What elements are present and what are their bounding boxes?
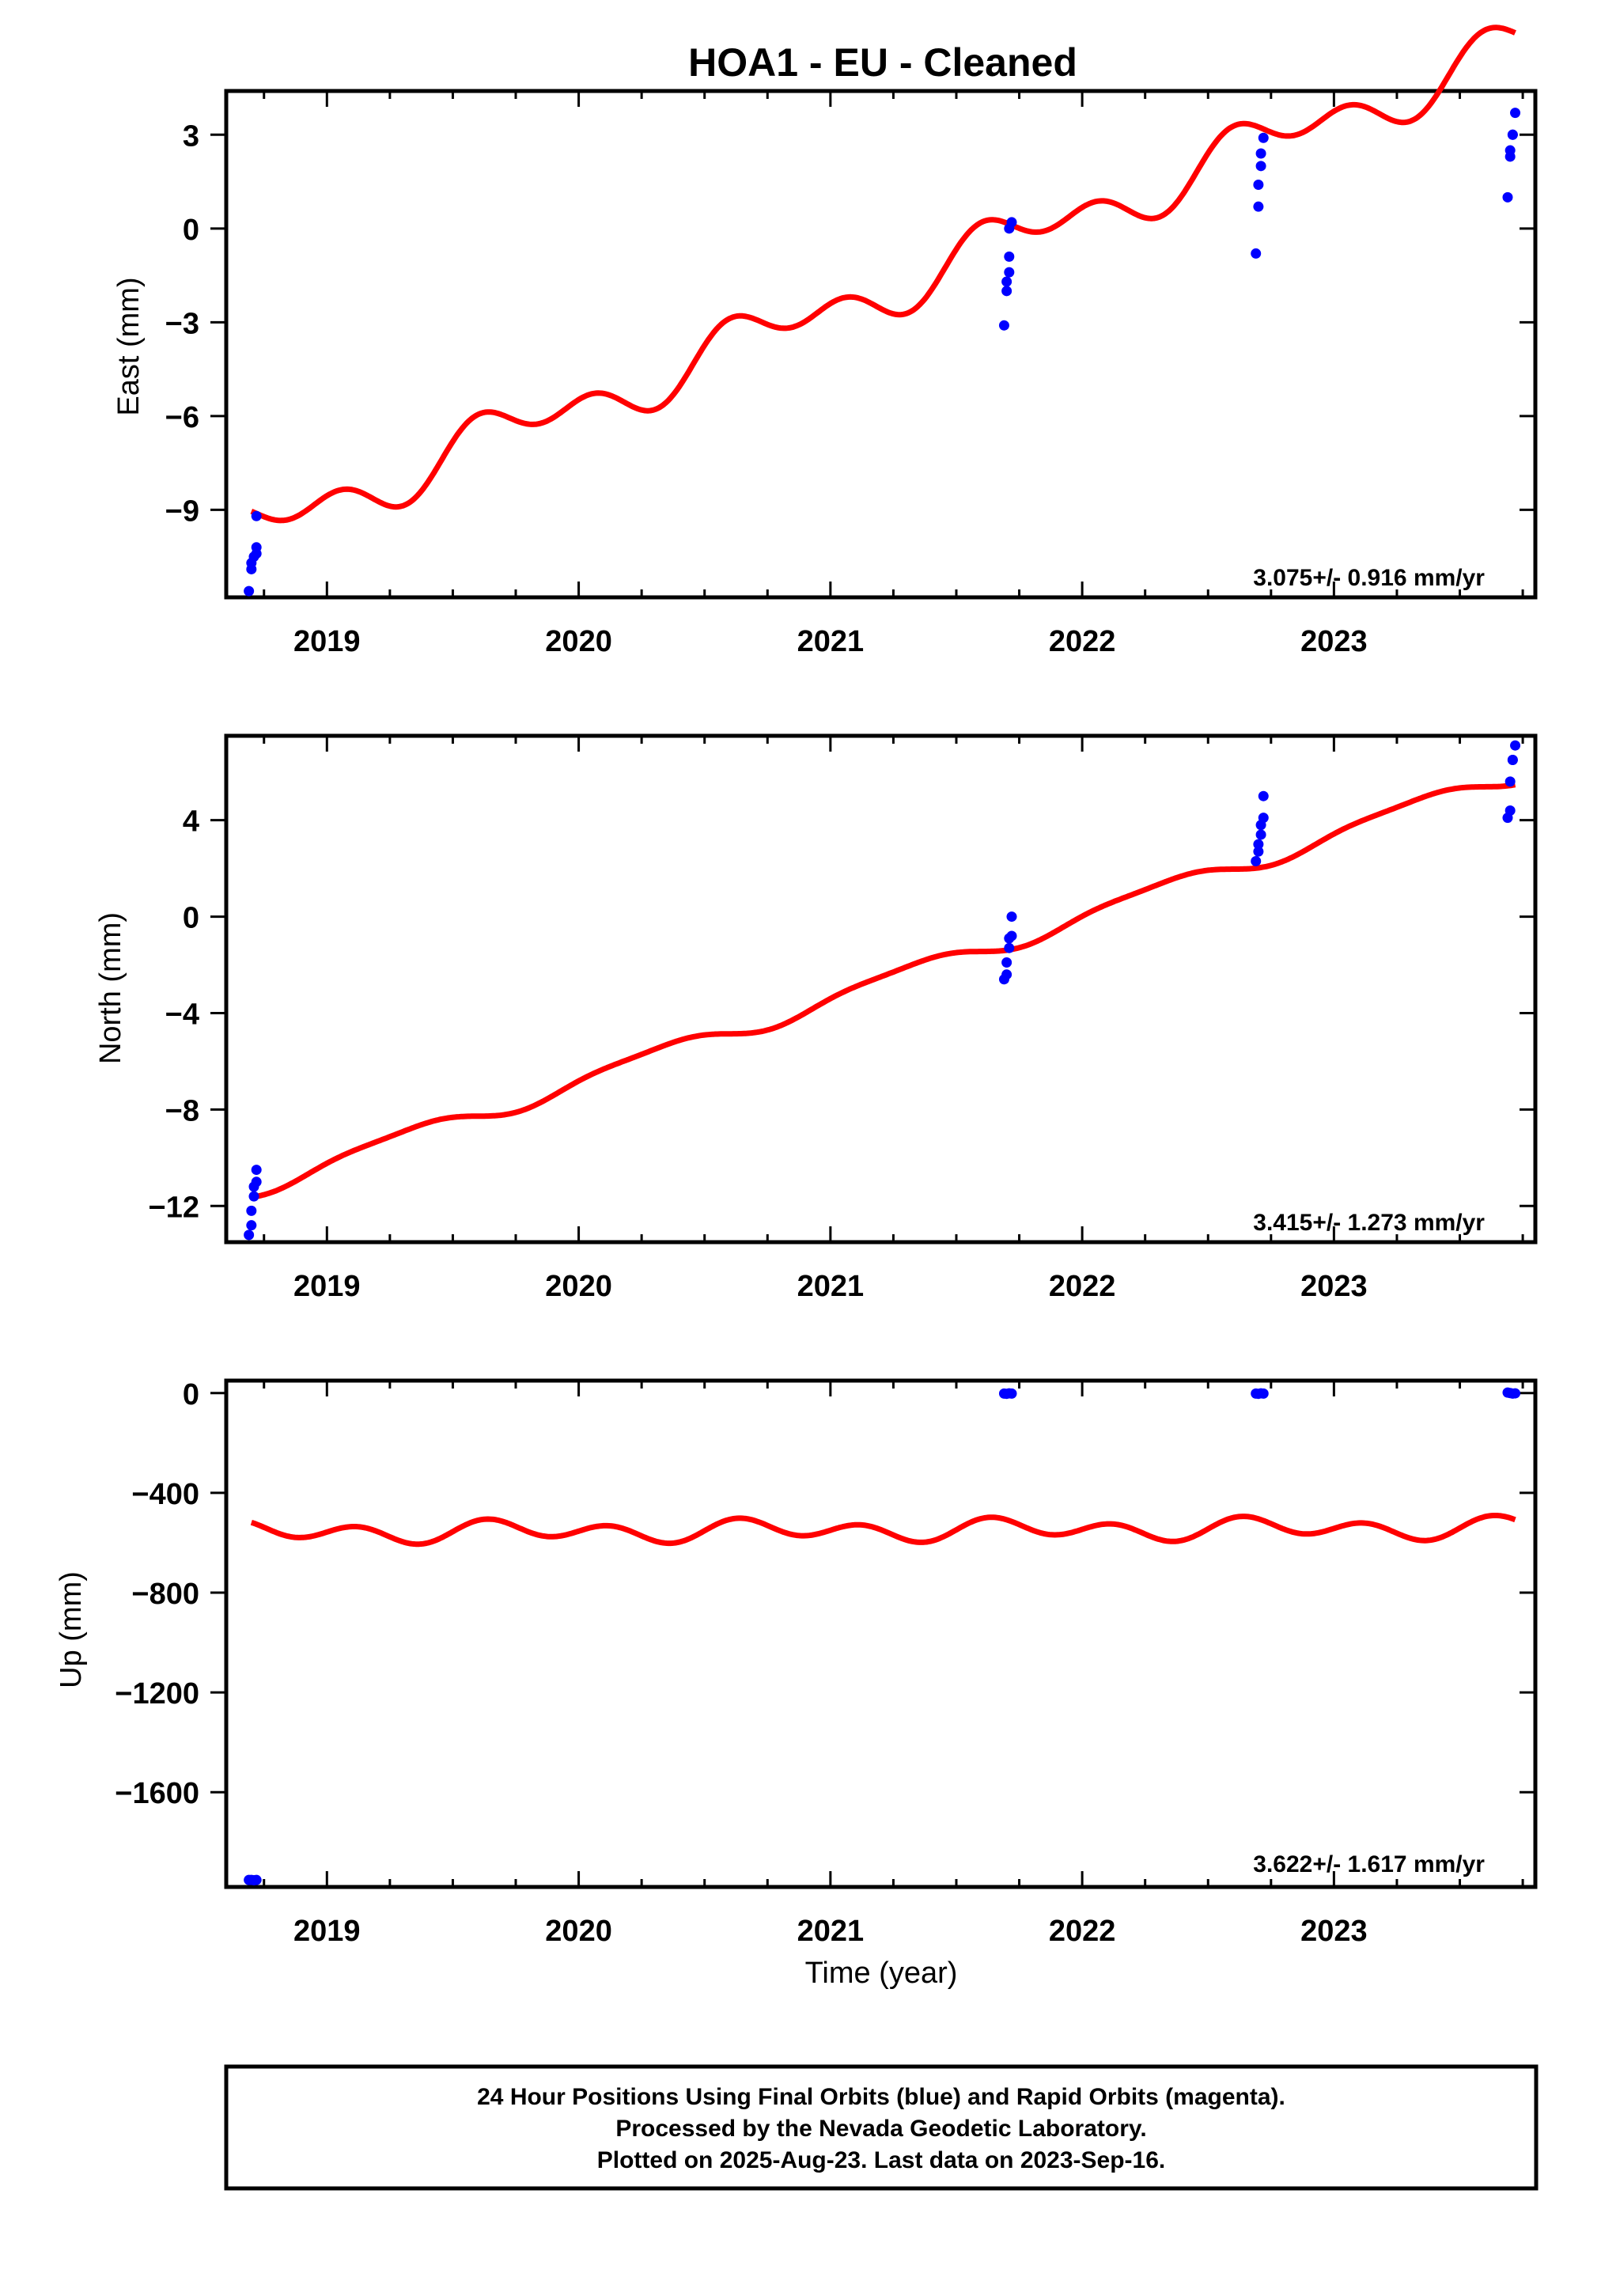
north-data-point bbox=[244, 1229, 255, 1241]
footer-box bbox=[224, 2064, 1539, 2191]
up-fit-line bbox=[250, 1513, 1516, 1548]
east-rate-label: 3.075+/- 0.916 mm/yr bbox=[1253, 565, 1485, 591]
up-data-point bbox=[1258, 1388, 1269, 1399]
north-plot-frame bbox=[224, 733, 1538, 1245]
east-x-tick-label: 2019 bbox=[293, 625, 361, 658]
north-data-point bbox=[246, 1220, 257, 1231]
up-axis-label: Up (mm) bbox=[55, 1571, 88, 1688]
north-data-point bbox=[1258, 790, 1269, 801]
east-x-tick-label: 2023 bbox=[1300, 625, 1368, 658]
north-data-point bbox=[1504, 776, 1516, 787]
north-data-point bbox=[1258, 813, 1269, 824]
up-y-tick-label: −1200 bbox=[115, 1677, 199, 1711]
up-panel: 2019 2020 2021 2022 20230−400−800−1200−1600 … bbox=[55, 1378, 1538, 1948]
north-rate-label: 3.415+/- 1.273 mm/yr bbox=[1253, 1210, 1485, 1236]
east-data-point bbox=[1502, 191, 1513, 203]
chart-title: HOA1 - EU - Cleaned bbox=[688, 40, 1077, 85]
east-data-point bbox=[1004, 251, 1015, 262]
east-x-tick-label: 2021 bbox=[797, 625, 865, 658]
footer-line-2: Processed by the Nevada Geodetic Laborat… bbox=[615, 2116, 1146, 2142]
up-y-tick-label: 0 bbox=[183, 1378, 199, 1411]
time-axis-label: Time (year) bbox=[805, 1957, 958, 1990]
north-y-tick-label: 4 bbox=[183, 805, 199, 839]
east-data-point bbox=[1255, 148, 1266, 159]
north-data-point bbox=[1006, 911, 1017, 923]
north-data-point bbox=[1253, 846, 1264, 857]
east-data-point bbox=[251, 542, 262, 553]
east-data-point bbox=[1253, 180, 1264, 191]
north-data-point bbox=[251, 1176, 262, 1188]
up-y-tick-label: −1600 bbox=[115, 1777, 199, 1810]
east-data-point bbox=[1504, 145, 1516, 156]
east-data-point bbox=[1507, 129, 1518, 140]
north-data-point bbox=[248, 1191, 259, 1202]
north-data-point bbox=[1004, 942, 1015, 953]
north-fit-line bbox=[250, 782, 1516, 1200]
footer-line-1: 24 Hour Positions Using Final Orbits (bl… bbox=[477, 2084, 1285, 2110]
up-plot-frame bbox=[224, 1378, 1538, 1889]
north-data-point bbox=[251, 1165, 262, 1176]
east-y-tick-label: −6 bbox=[165, 401, 199, 434]
north-data-point bbox=[1507, 754, 1518, 765]
north-x-tick-label: 2020 bbox=[545, 1270, 612, 1303]
east-y-tick-label: −3 bbox=[165, 307, 199, 340]
east-x-tick-label: 2022 bbox=[1049, 625, 1116, 658]
north-y-tick-label: −4 bbox=[165, 998, 199, 1031]
north-x-tick-label: 2021 bbox=[797, 1270, 865, 1303]
east-data-point bbox=[1258, 132, 1269, 143]
up-x-tick-label: 2019 bbox=[293, 1915, 361, 1948]
east-data-point bbox=[1251, 248, 1262, 259]
east-y-tick-label: −9 bbox=[165, 494, 199, 528]
up-y-tick-label: −400 bbox=[131, 1478, 199, 1511]
up-x-tick-label: 2022 bbox=[1049, 1915, 1116, 1948]
east-data-point bbox=[1006, 217, 1017, 228]
north-data-point bbox=[1253, 839, 1264, 850]
east-data-point bbox=[1255, 161, 1266, 172]
north-y-tick-label: 0 bbox=[183, 902, 199, 935]
north-data-point bbox=[1504, 805, 1516, 816]
east-data-point bbox=[1001, 276, 1012, 287]
north-y-tick-label: −8 bbox=[165, 1094, 199, 1127]
east-data-point bbox=[1004, 267, 1015, 278]
up-data-point bbox=[251, 1874, 262, 1885]
north-data-point bbox=[1001, 969, 1012, 980]
east-y-tick-label: 0 bbox=[183, 214, 199, 247]
east-data-point bbox=[1001, 286, 1012, 297]
east-axis-label: East (mm) bbox=[112, 277, 146, 415]
north-data-point bbox=[246, 1205, 257, 1216]
east-plot-frame bbox=[224, 89, 1538, 600]
north-axis-label: North (mm) bbox=[94, 912, 127, 1064]
footer-line-3: Plotted on 2025-Aug-23. Last data on 202… bbox=[597, 2147, 1166, 2173]
up-data-point bbox=[1006, 1388, 1017, 1399]
up-x-tick-label: 2020 bbox=[545, 1915, 612, 1948]
north-x-tick-label: 2019 bbox=[293, 1270, 361, 1303]
east-panel: 2019 2020 2021 2022 2023 3 0 −3 −6 −9 3.075+/- 0.… bbox=[112, 25, 1538, 658]
up-rate-label: 3.622+/- 1.617 mm/yr bbox=[1253, 1851, 1485, 1877]
north-data-point bbox=[1510, 740, 1521, 751]
up-data-point bbox=[1510, 1388, 1521, 1399]
east-data-point bbox=[998, 320, 1009, 331]
east-data-point bbox=[251, 510, 262, 521]
north-data-point bbox=[1001, 957, 1012, 968]
north-y-tick-label: −12 bbox=[149, 1191, 199, 1224]
east-y-tick-label: 3 bbox=[183, 119, 199, 153]
east-fit-line bbox=[250, 25, 1516, 524]
east-x-tick-label: 2020 bbox=[545, 625, 612, 658]
north-x-tick-label: 2023 bbox=[1300, 1270, 1368, 1303]
north-panel: 2019 2020 2021 2022 2023 4 0 −4 −8 −12 3.415+/- 1… bbox=[94, 733, 1538, 1303]
up-y-tick-label: −800 bbox=[131, 1578, 199, 1611]
east-data-point bbox=[1253, 201, 1264, 212]
north-x-tick-label: 2022 bbox=[1049, 1270, 1116, 1303]
north-data-point bbox=[1251, 855, 1262, 866]
up-x-tick-label: 2021 bbox=[797, 1915, 865, 1948]
north-data-point bbox=[1255, 829, 1266, 840]
north-data-point bbox=[1006, 930, 1017, 942]
east-data-point bbox=[244, 585, 255, 597]
east-data-point bbox=[1510, 108, 1521, 119]
up-x-tick-label: 2023 bbox=[1300, 1915, 1368, 1948]
